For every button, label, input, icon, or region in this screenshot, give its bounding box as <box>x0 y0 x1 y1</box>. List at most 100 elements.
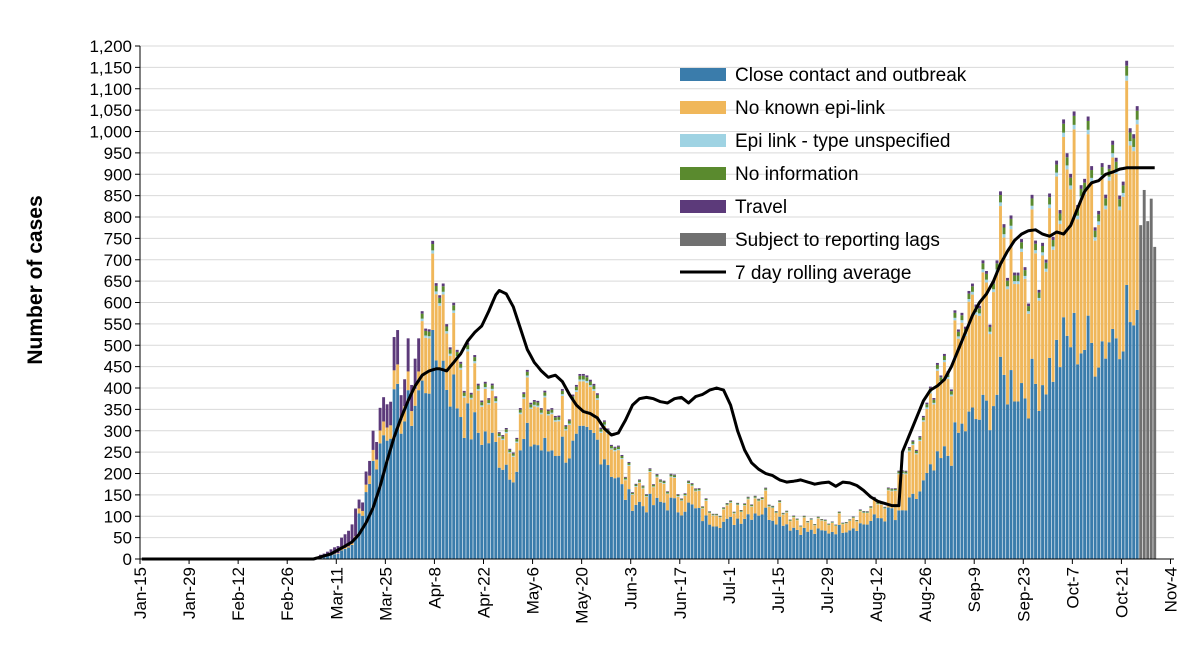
bar-segment <box>767 506 771 507</box>
bar-segment <box>501 469 505 559</box>
bar-segment <box>1121 351 1125 559</box>
bar-segment <box>806 531 810 559</box>
bar-segment <box>827 525 831 534</box>
bar-segment <box>389 438 393 559</box>
bar-segment <box>1020 383 1023 559</box>
bar-segment <box>627 489 631 559</box>
legend-swatch <box>680 167 726 180</box>
bar-segment <box>911 441 915 444</box>
bar-segment <box>683 495 687 512</box>
x-tick-label: Jul-29 <box>818 567 837 613</box>
bar-segment <box>956 336 960 339</box>
bar-segment <box>974 419 978 559</box>
bar-segment <box>1030 205 1034 210</box>
bar-segment <box>869 506 873 507</box>
bar-segment <box>638 501 641 559</box>
bar-segment <box>459 361 463 364</box>
bar-segment <box>949 465 953 559</box>
bar-segment <box>1128 322 1132 559</box>
bar-segment <box>445 333 449 390</box>
bar-segment <box>455 358 459 409</box>
bar-segment <box>1104 205 1108 210</box>
bar-segment <box>764 507 768 559</box>
bar-segment <box>595 398 599 400</box>
bar-segment <box>1013 281 1016 285</box>
bar-segment <box>676 494 680 497</box>
bar-segment <box>543 390 547 393</box>
bar-segment <box>704 515 708 559</box>
bar-segment <box>1104 209 1108 359</box>
bar-segment <box>525 375 529 378</box>
bar-segment <box>1125 75 1129 81</box>
bar-segment <box>417 390 421 559</box>
bar-segment <box>893 488 897 489</box>
bar-segment <box>424 330 428 336</box>
bar-segment <box>1090 181 1094 343</box>
bar-segment <box>953 320 957 423</box>
bar-segment <box>1072 115 1076 125</box>
bar-segment <box>602 425 606 460</box>
bar-segment <box>1055 176 1059 340</box>
bar-segment <box>837 524 841 559</box>
x-tick-label: Feb-12 <box>229 567 248 621</box>
bar-segment <box>613 450 617 452</box>
bar-segment <box>844 523 848 533</box>
bar-segment <box>848 519 852 521</box>
bar-segment <box>956 432 960 559</box>
bar-segment <box>981 269 985 273</box>
bar-segment <box>844 522 848 524</box>
bar-segment <box>490 383 494 386</box>
bar-segment <box>974 304 978 308</box>
bar-segment <box>508 453 512 480</box>
bar-segment <box>1027 306 1030 312</box>
bar-segment <box>564 462 568 559</box>
bar-segment <box>462 390 466 393</box>
bar-segment <box>557 421 561 456</box>
bar-segment <box>375 459 379 470</box>
bar-segment <box>1079 185 1083 189</box>
bar-segment <box>1114 157 1118 162</box>
bar-segment <box>869 508 873 521</box>
bar-segment <box>487 404 491 444</box>
bar-segment <box>767 505 771 507</box>
bar-segment <box>1051 249 1055 382</box>
bar-segment <box>942 360 946 363</box>
bar-segment <box>525 377 529 423</box>
bar-segment <box>648 493 652 559</box>
bar-segment <box>508 479 512 559</box>
bar-segment <box>778 516 782 559</box>
bar-segment <box>883 508 887 509</box>
bar-segment <box>1135 124 1139 310</box>
bar-segment <box>676 496 680 513</box>
bar-segment <box>683 493 687 496</box>
bar-segment <box>501 436 505 439</box>
bar-segment <box>578 381 582 426</box>
bar-segment <box>392 389 396 559</box>
bar-segment <box>928 386 932 389</box>
bar-segment <box>1072 124 1076 130</box>
bar-segment <box>848 520 852 531</box>
bar-segment <box>942 353 946 356</box>
bar-segment <box>378 407 382 431</box>
bar-segment <box>420 321 424 381</box>
bar-segment <box>1044 271 1048 395</box>
bar-segment <box>518 409 522 413</box>
bar-segment <box>883 521 887 559</box>
bar-segment <box>659 482 662 502</box>
bar-segment <box>701 506 705 507</box>
bar-segment <box>1107 180 1111 343</box>
bar-segment <box>778 502 782 517</box>
bar-segment <box>438 295 442 298</box>
bar-segment <box>347 530 351 547</box>
bar-segment <box>382 421 386 436</box>
bar-segment <box>550 409 554 413</box>
bar-segment <box>1016 275 1020 282</box>
bar-segment <box>1111 144 1115 154</box>
bar-segment <box>1093 237 1097 241</box>
bar-segment <box>406 371 410 391</box>
bar-segment <box>581 381 585 426</box>
bar-segment <box>1044 259 1048 263</box>
bar-segment <box>483 387 487 389</box>
bar-segment <box>550 414 554 451</box>
bar-segment <box>1100 163 1104 168</box>
